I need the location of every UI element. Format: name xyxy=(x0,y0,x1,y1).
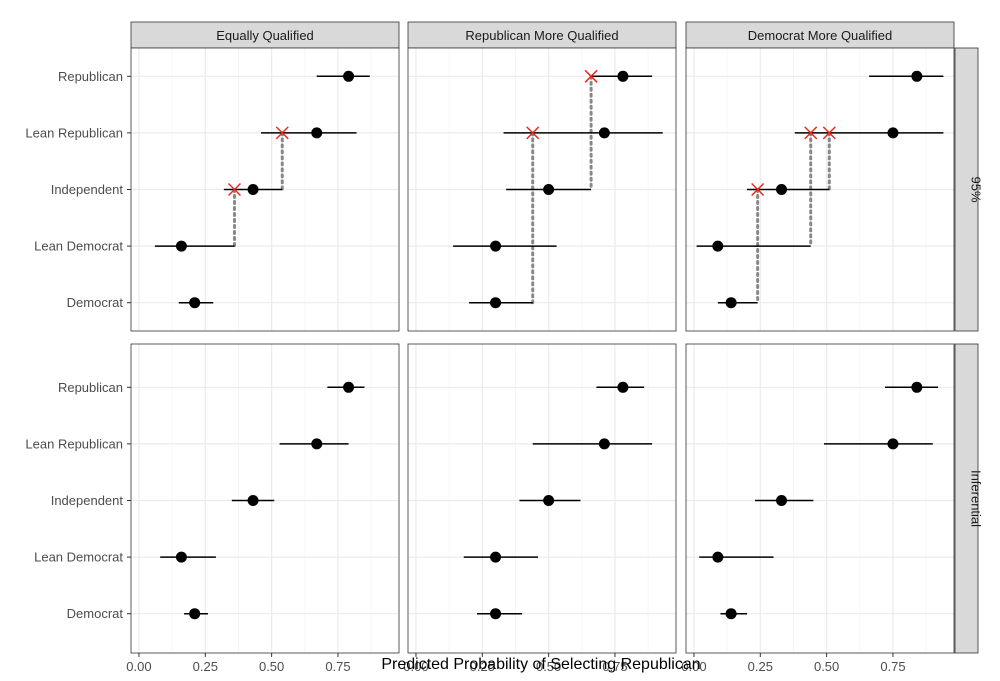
estimate-point xyxy=(311,127,323,139)
x-tick-label: 0.50 xyxy=(259,659,284,674)
estimate-point xyxy=(911,70,923,82)
x-tick-label: 0.00 xyxy=(681,659,706,674)
y-tick-label: Independent xyxy=(51,493,124,508)
x-axis-title: Predicted Probability of Selecting Repub… xyxy=(381,656,700,673)
estimate-point xyxy=(189,297,201,309)
x-marker xyxy=(584,69,598,83)
estimate-point xyxy=(490,608,502,620)
y-tick-label: Lean Democrat xyxy=(34,550,123,565)
x-marker xyxy=(275,126,289,140)
panel-border xyxy=(130,343,400,654)
x-marker xyxy=(526,126,540,140)
panel-background xyxy=(408,344,676,653)
y-tick-label: Independent xyxy=(51,182,124,197)
panel-equally-qualified-inferential: Republican Lean Republican Independent Lean… xyxy=(25,343,400,674)
panel-background xyxy=(686,344,954,653)
estimate-point xyxy=(712,240,724,252)
row-strip-label: Inferential xyxy=(969,470,984,527)
estimate-point xyxy=(617,381,629,393)
estimate-point xyxy=(725,608,737,620)
y-tick-label: Republican xyxy=(58,69,123,84)
y-tick-label: Lean Democrat xyxy=(34,239,123,254)
x-tick-label: 0.75 xyxy=(602,659,627,674)
panel-border xyxy=(407,47,677,332)
row-strip-95 xyxy=(954,47,979,332)
x-marker xyxy=(822,126,836,140)
y-tick-label: Lean Republican xyxy=(25,125,123,140)
estimate-point xyxy=(776,184,788,195)
estimate-point xyxy=(175,551,187,563)
panel-equally-qualified-95: Republican Lean Republican Independent Lean… xyxy=(25,47,400,332)
panel-republican-more-qualified-95 xyxy=(407,47,677,332)
x-marker xyxy=(227,182,242,197)
estimate-point xyxy=(543,184,555,195)
estimate-point xyxy=(911,381,923,393)
y-tick-label: Lean Republican xyxy=(25,436,123,451)
estimate-point xyxy=(598,127,610,139)
estimate-point xyxy=(343,70,355,82)
estimate-point xyxy=(175,240,187,252)
estimate-point xyxy=(343,381,355,393)
x-tick-label: 0.25 xyxy=(193,659,218,674)
estimate-point xyxy=(725,297,737,309)
estimate-point xyxy=(490,240,502,252)
column-strip-democrat-more-qualified xyxy=(685,21,955,49)
estimate-point xyxy=(311,438,323,450)
panel-democrat-more-qualified-inferential: 0.00 0.25 0.50 0.75 xyxy=(681,343,955,674)
panel-republican-more-qualified-inferential: 0.00 0.25 0.50 0.75 xyxy=(403,343,677,674)
x-tick-label: 0.75 xyxy=(880,659,905,674)
panel-border xyxy=(685,47,955,332)
facet-panels: Equally Qualified Republican More Qualifi… xyxy=(25,21,984,674)
x-tick-label: 0.50 xyxy=(536,659,561,674)
estimate-point xyxy=(543,495,555,506)
panel-background xyxy=(131,344,399,653)
estimate-point xyxy=(490,297,502,309)
estimate-point xyxy=(490,551,502,563)
estimate-point xyxy=(189,608,201,620)
row-strip-label: 95% xyxy=(969,176,984,202)
column-strip-equally-qualified xyxy=(130,21,400,49)
x-tick-label: 0.00 xyxy=(403,659,428,674)
column-strip-label: Equally Qualified xyxy=(216,28,314,43)
x-marker xyxy=(751,182,765,197)
x-marker xyxy=(804,126,818,140)
estimate-point xyxy=(887,127,899,139)
y-tick-label: Democrat xyxy=(67,295,124,310)
x-tick-label: 0.50 xyxy=(814,659,839,674)
column-strip-label: Democrat More Qualified xyxy=(748,28,893,43)
x-tick-label: 0.25 xyxy=(748,659,773,674)
panel-border xyxy=(407,343,677,654)
x-tick-label: 0.75 xyxy=(325,659,350,674)
estimate-point xyxy=(887,438,899,450)
x-tick-label: 0.00 xyxy=(126,659,151,674)
estimate-point xyxy=(247,495,259,506)
x-tick-label: 0.25 xyxy=(470,659,495,674)
y-tick-label: Republican xyxy=(58,380,123,395)
row-strip-inferential xyxy=(954,343,979,654)
estimate-point xyxy=(247,184,259,195)
estimate-point xyxy=(598,438,610,450)
column-strip-republican-more-qualified xyxy=(407,21,677,49)
estimate-point xyxy=(776,495,788,506)
estimate-point xyxy=(712,551,724,563)
column-strip-label: Republican More Qualified xyxy=(465,28,618,43)
estimate-point xyxy=(617,70,629,82)
panel-border xyxy=(685,343,955,654)
panel-democrat-more-qualified-95 xyxy=(685,47,955,332)
y-tick-label: Democrat xyxy=(67,606,124,621)
